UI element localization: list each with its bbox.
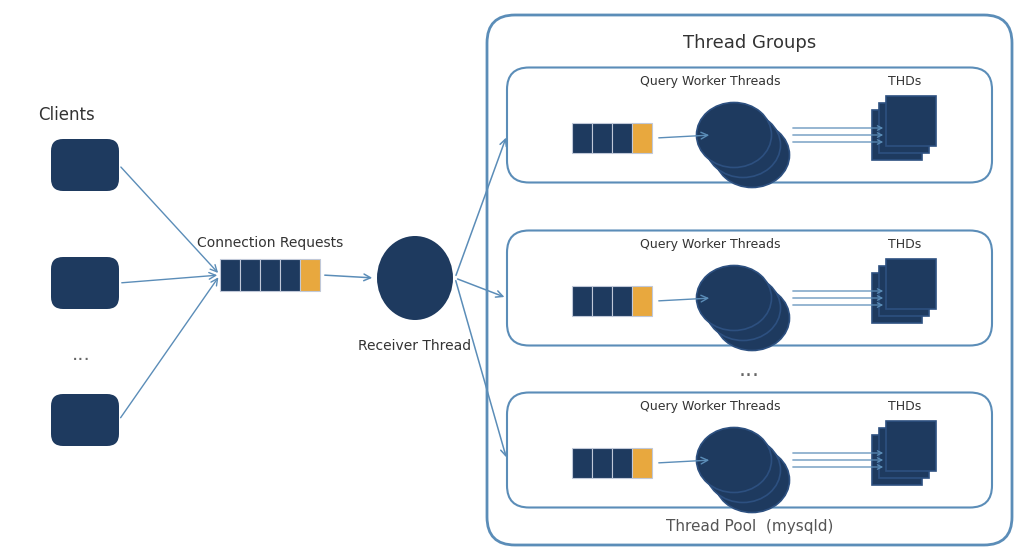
Bar [879, 103, 929, 153]
Ellipse shape [706, 437, 780, 503]
Text: Query Worker Threads: Query Worker Threads [640, 75, 781, 88]
FancyBboxPatch shape [51, 257, 119, 309]
Bar [572, 448, 592, 478]
Bar [886, 96, 936, 146]
Bar [220, 259, 240, 291]
Bar [260, 259, 280, 291]
Ellipse shape [377, 236, 453, 320]
FancyBboxPatch shape [51, 394, 119, 446]
Bar [886, 259, 936, 309]
Bar [240, 259, 260, 291]
Bar [592, 448, 612, 478]
Text: THDs: THDs [888, 238, 922, 251]
Ellipse shape [706, 113, 780, 177]
Bar [572, 123, 592, 153]
Ellipse shape [706, 276, 780, 340]
Bar [632, 448, 652, 478]
FancyBboxPatch shape [487, 15, 1012, 545]
Bar [872, 110, 922, 160]
Text: Clients: Clients [38, 106, 95, 124]
Bar [872, 435, 922, 485]
Bar [886, 421, 936, 471]
Ellipse shape [696, 427, 771, 493]
Bar [300, 259, 319, 291]
Text: THDs: THDs [888, 400, 922, 413]
Bar [280, 259, 300, 291]
Ellipse shape [715, 448, 790, 512]
Bar [612, 448, 632, 478]
Text: Thread Groups: Thread Groups [683, 34, 816, 52]
Text: THDs: THDs [888, 75, 922, 88]
Ellipse shape [696, 103, 771, 167]
Text: Thread Pool  (mysqld): Thread Pool (mysqld) [666, 519, 834, 535]
FancyBboxPatch shape [507, 392, 992, 507]
Ellipse shape [715, 286, 790, 350]
Bar [879, 428, 929, 478]
FancyBboxPatch shape [51, 139, 119, 191]
Ellipse shape [696, 266, 771, 330]
Text: Connection Requests: Connection Requests [197, 236, 343, 250]
Bar [632, 123, 652, 153]
Bar [592, 286, 612, 316]
Text: Query Worker Threads: Query Worker Threads [640, 238, 781, 251]
Bar [612, 123, 632, 153]
Bar [572, 286, 592, 316]
FancyBboxPatch shape [507, 68, 992, 182]
Bar [612, 286, 632, 316]
Bar [592, 123, 612, 153]
FancyBboxPatch shape [507, 230, 992, 345]
Bar [879, 266, 929, 316]
Text: ...: ... [72, 345, 91, 364]
Bar [632, 286, 652, 316]
Text: ...: ... [739, 360, 760, 380]
Ellipse shape [715, 123, 790, 187]
Text: Receiver Thread: Receiver Thread [358, 339, 472, 353]
Text: Query Worker Threads: Query Worker Threads [640, 400, 781, 413]
Bar [872, 273, 922, 323]
